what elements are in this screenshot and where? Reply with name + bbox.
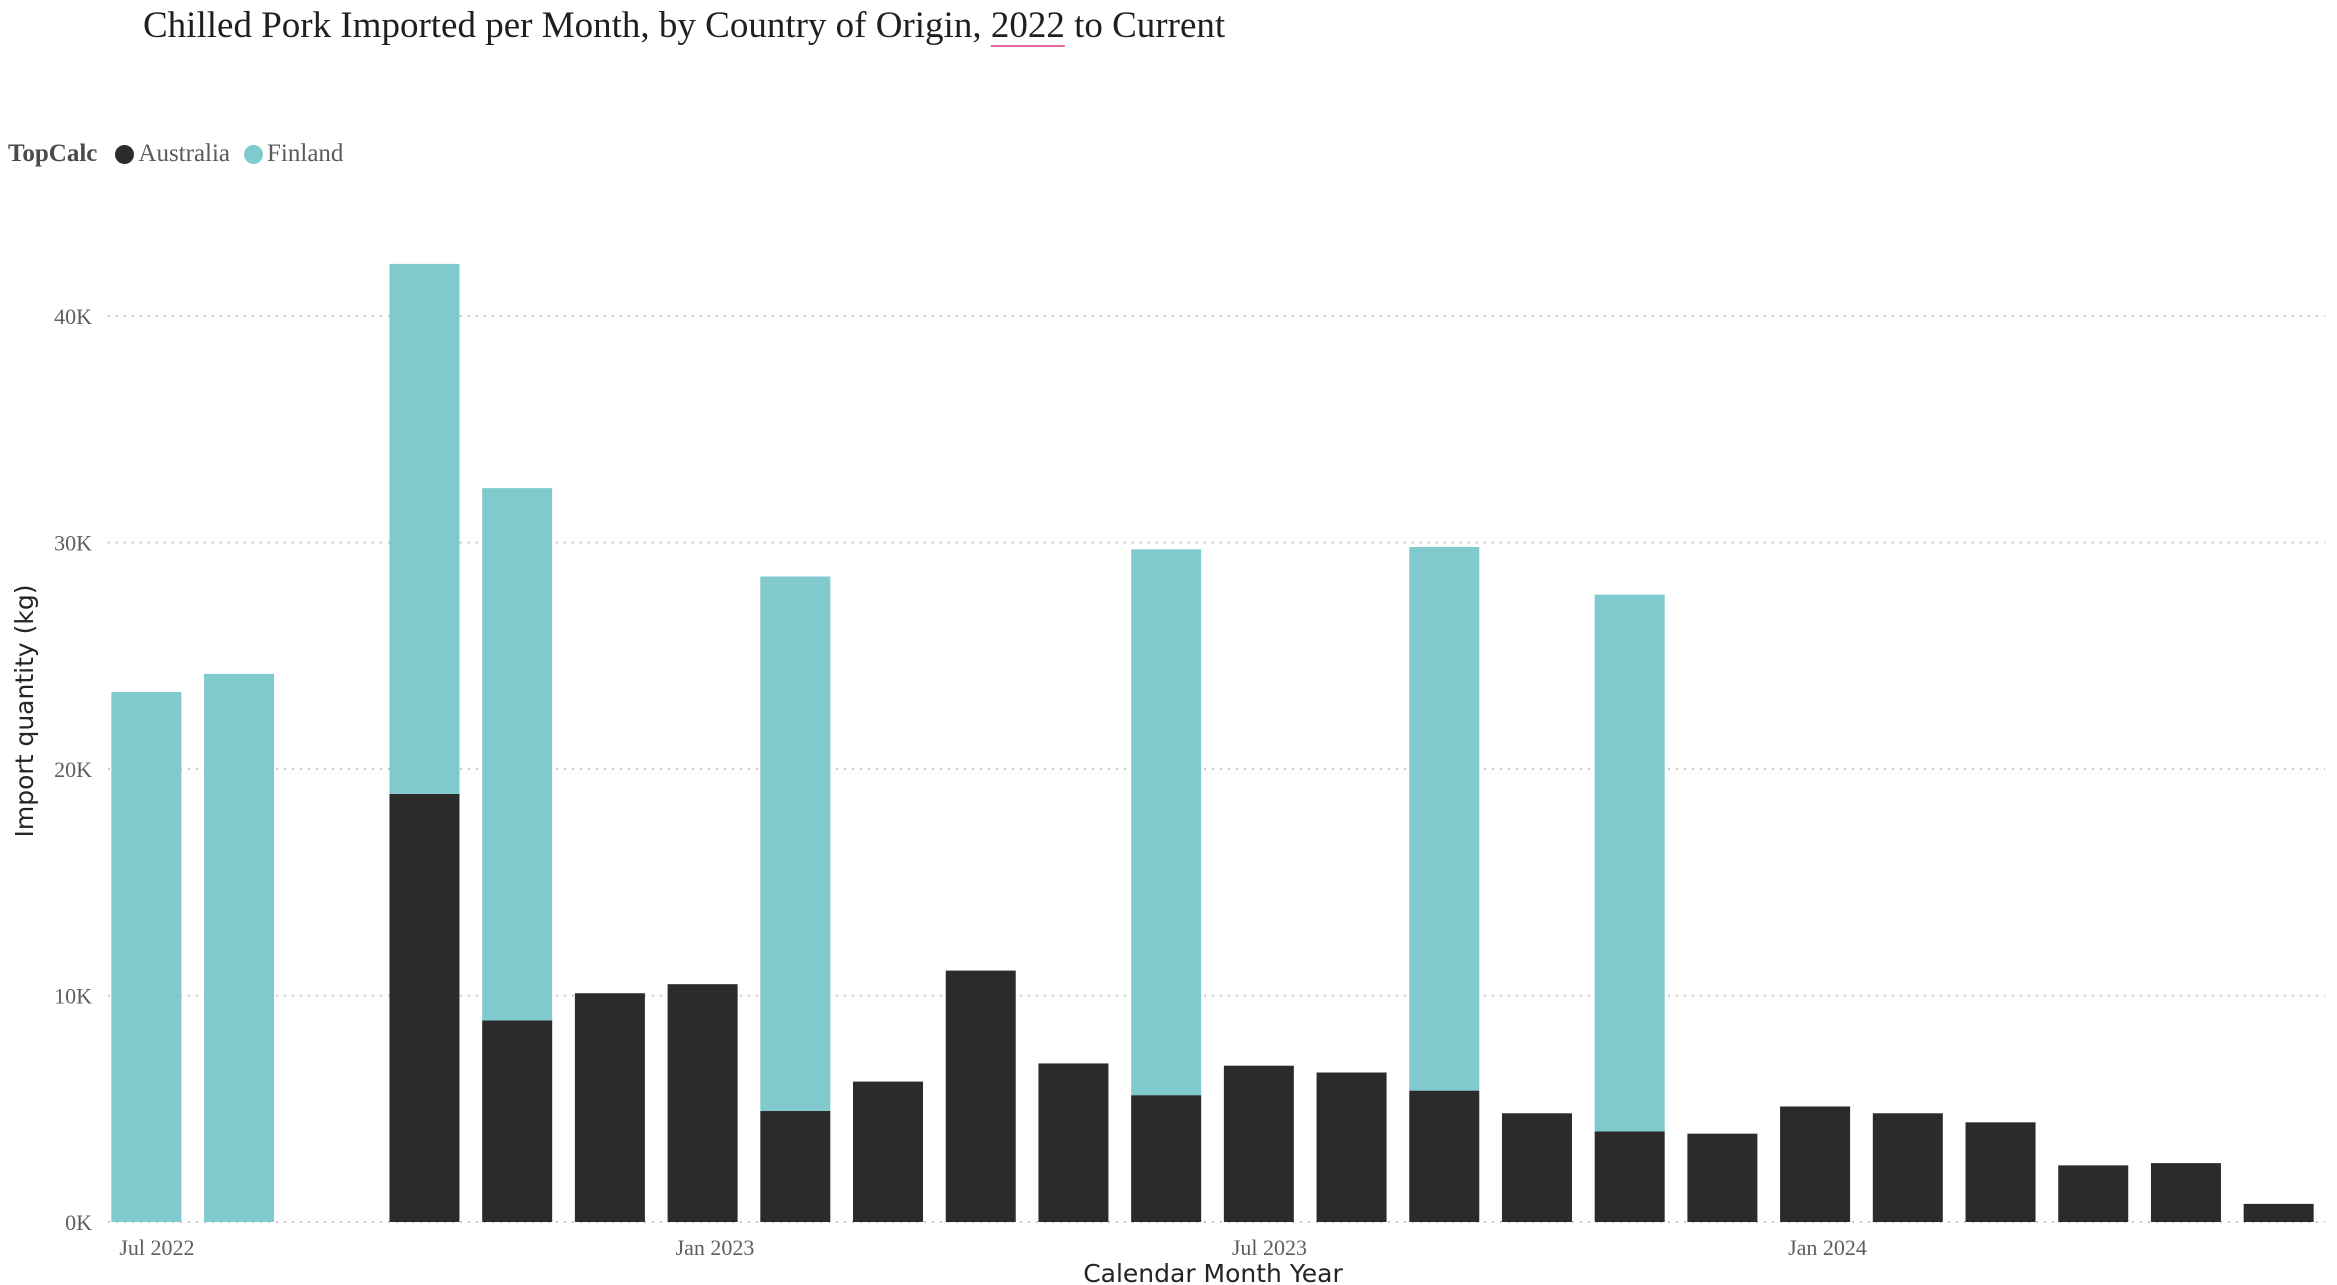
bar-australia-2023-07[interactable] (1223, 1065, 1294, 1222)
legend-label-finland: Finland (267, 140, 344, 167)
bar-finland-2023-02[interactable] (760, 576, 831, 1112)
bar-australia-2024-02[interactable] (1872, 1113, 1943, 1222)
legend-marker-australia (115, 144, 135, 164)
bar-australia-2023-01[interactable] (667, 984, 738, 1222)
bar-australia-2024-01[interactable] (1780, 1106, 1851, 1222)
chart-title-text: Chilled Pork Imported per Month, by Coun… (143, 5, 991, 46)
chart-title: Chilled Pork Imported per Month, by Coun… (143, 4, 1225, 47)
chart-title-year[interactable]: 2022 (990, 5, 1065, 46)
bar-finland-2022-08[interactable] (204, 673, 275, 1222)
bar-australia-2024-04[interactable] (2058, 1165, 2129, 1222)
bar-australia-2023-04[interactable] (945, 970, 1016, 1222)
legend-title: TopCalc (8, 140, 98, 167)
bar-finland-2023-09[interactable] (1409, 547, 1480, 1091)
x-tick-label: Jan 2024 (1788, 1235, 1867, 1260)
legend: TopCalc Australia Finland (8, 140, 357, 168)
legend-item-australia[interactable]: Australia (115, 140, 230, 168)
bar-finland-2022-07[interactable] (111, 691, 182, 1222)
y-tick-label: 10K (54, 984, 92, 1009)
bar-finland-2023-06[interactable] (1131, 549, 1202, 1096)
x-tick-label: Jul 2023 (1232, 1235, 1307, 1260)
y-tick-label: 20K (54, 757, 92, 782)
bar-australia-2023-05[interactable] (1038, 1063, 1109, 1222)
bar-australia-2023-11[interactable] (1594, 1131, 1665, 1222)
y-tick-label: 40K (54, 304, 92, 329)
legend-item-finland[interactable]: Finland (244, 140, 343, 168)
bar-australia-2023-10[interactable] (1501, 1113, 1572, 1222)
legend-label-australia: Australia (138, 140, 231, 167)
bar-australia-2023-06[interactable] (1131, 1095, 1202, 1222)
chart-title-end: to Current (1064, 5, 1226, 46)
bar-australia-2022-12[interactable] (574, 993, 645, 1222)
bar-finland-2022-10[interactable] (389, 263, 460, 794)
x-tick-label: Jan 2023 (676, 1235, 755, 1260)
x-tick-label: Jul 2022 (119, 1235, 194, 1260)
bar-australia-2022-11[interactable] (482, 1020, 553, 1222)
bar-australia-2024-03[interactable] (1965, 1122, 2036, 1222)
bar-australia-2023-03[interactable] (853, 1081, 924, 1222)
y-tick-label: 30K (54, 531, 92, 556)
bar-australia-2023-08[interactable] (1316, 1072, 1387, 1222)
bar-finland-2022-11[interactable] (482, 488, 553, 1021)
bar-australia-2023-12[interactable] (1687, 1133, 1758, 1222)
bar-australia-2024-05[interactable] (2150, 1163, 2221, 1222)
legend-marker-finland (244, 144, 264, 164)
bar-australia-2023-02[interactable] (760, 1111, 831, 1222)
y-axis-title: Import quantity (kg) (10, 585, 39, 838)
x-axis-title: Calendar Month Year (1083, 1259, 1343, 1285)
bar-australia-2024-06[interactable] (2243, 1203, 2314, 1222)
bar-finland-2023-11[interactable] (1594, 594, 1665, 1132)
bar-australia-2023-09[interactable] (1409, 1090, 1480, 1222)
y-tick-label: 0K (65, 1210, 92, 1235)
bar-australia-2022-10[interactable] (389, 793, 460, 1222)
